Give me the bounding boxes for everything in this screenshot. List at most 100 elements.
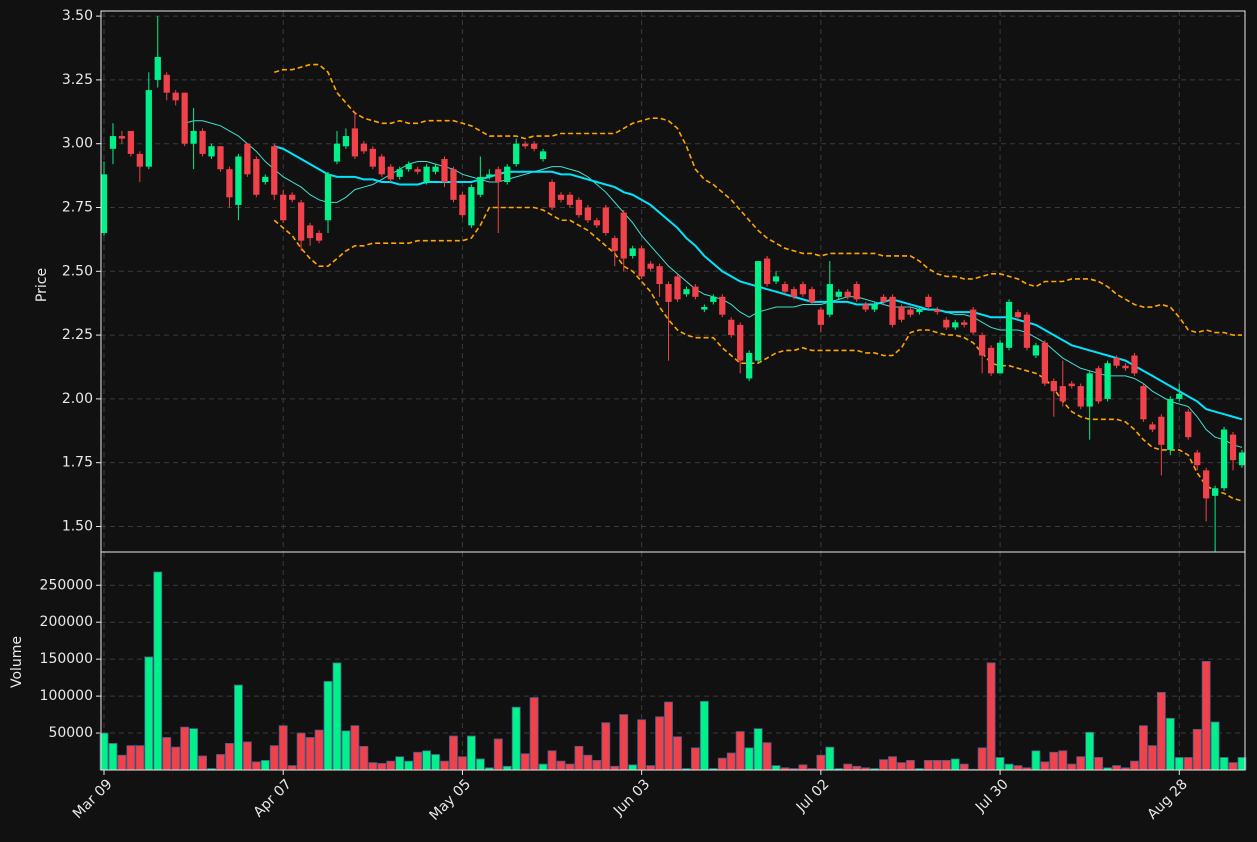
volume-bar xyxy=(1192,728,1202,771)
candle-body xyxy=(656,266,663,285)
candle-body xyxy=(387,166,394,180)
volume-bar xyxy=(440,760,449,771)
volume-bar xyxy=(520,753,530,771)
volume-bar xyxy=(449,735,458,771)
volume-bar xyxy=(1201,660,1211,771)
y-tick-label: 3.25 xyxy=(62,72,93,88)
volume-bar xyxy=(180,726,190,771)
volume-bar xyxy=(493,738,503,771)
volume-bar xyxy=(1013,765,1023,771)
y-tick-label: 2.75 xyxy=(62,199,93,215)
candle-body xyxy=(396,169,403,177)
candle-body xyxy=(647,263,654,269)
candle-body xyxy=(1014,312,1022,318)
volume-bar xyxy=(386,760,396,771)
candle-body xyxy=(235,156,242,205)
volume-bar xyxy=(1004,763,1014,771)
candle-body xyxy=(934,309,941,313)
candle-body xyxy=(746,352,753,379)
candle-body xyxy=(1086,373,1093,407)
volume-bar xyxy=(565,763,575,771)
y-tick-label: 150000 xyxy=(40,651,93,667)
volume-bar xyxy=(1049,751,1059,771)
candle-body xyxy=(754,261,762,361)
candle-body xyxy=(360,143,367,152)
volume-bar xyxy=(753,728,763,771)
volume-bar xyxy=(1147,745,1157,771)
volume-bar xyxy=(144,656,154,771)
candle-body xyxy=(1050,381,1057,392)
volume-bar xyxy=(897,762,906,771)
volume-bar xyxy=(260,759,270,771)
candle-body xyxy=(297,202,305,241)
candle-body xyxy=(333,143,341,162)
candle-body xyxy=(638,248,645,277)
volume-bar xyxy=(296,732,306,771)
candle-body xyxy=(979,335,986,356)
volume-bar xyxy=(314,729,324,771)
volume-bar xyxy=(511,706,521,771)
volume-bar xyxy=(1219,757,1229,771)
volume-bar xyxy=(1165,717,1175,771)
volume-bar xyxy=(852,765,862,771)
volume-bar xyxy=(771,765,781,771)
y-tick-label: 2.50 xyxy=(62,263,93,279)
volume-bar xyxy=(529,697,539,771)
candle-body xyxy=(987,347,995,374)
candle-body xyxy=(1238,452,1246,466)
candle-body xyxy=(737,324,744,361)
candle-body xyxy=(611,238,618,251)
volume-bar xyxy=(413,751,423,771)
volume-bar xyxy=(646,765,656,771)
candle-body xyxy=(1211,488,1219,496)
candle-body xyxy=(100,174,108,234)
volume-bar xyxy=(906,759,915,771)
volume-bar xyxy=(457,756,467,771)
candle-body xyxy=(1167,398,1174,450)
candle-body xyxy=(602,207,609,234)
candle-body xyxy=(871,304,878,310)
candle-body xyxy=(763,258,771,285)
candle-body xyxy=(575,199,583,216)
candle-body xyxy=(118,136,126,139)
candle-body xyxy=(1104,363,1111,399)
volume-bar xyxy=(941,759,951,771)
candle-body xyxy=(719,296,726,315)
volume-bar xyxy=(1031,750,1041,771)
volume-bar xyxy=(1076,756,1086,771)
y-axis-label: Volume xyxy=(9,636,25,688)
candle-body xyxy=(728,319,735,336)
volume-bar xyxy=(269,745,279,771)
volume-bar xyxy=(888,756,897,771)
volume-bar xyxy=(216,754,225,771)
candle-body xyxy=(683,289,690,295)
volume-bar xyxy=(323,680,333,771)
volume-bar xyxy=(1040,761,1050,771)
volume-bar xyxy=(1130,760,1139,771)
candle-body xyxy=(181,92,188,144)
candle-body xyxy=(1113,358,1120,366)
volume-bar xyxy=(135,745,145,771)
volume-bar xyxy=(628,764,638,771)
candle-body xyxy=(710,296,717,302)
volume-bar xyxy=(735,731,745,771)
y-tick-label: 200000 xyxy=(40,614,93,630)
candle-body xyxy=(593,220,600,226)
indicator-line xyxy=(274,63,1242,336)
candle-body xyxy=(1041,342,1049,384)
volume-bar xyxy=(932,759,942,771)
volume-bar xyxy=(422,750,432,771)
candle-body xyxy=(289,194,296,200)
candle-body xyxy=(441,159,448,182)
volume-bar xyxy=(153,571,163,771)
candle-body xyxy=(226,169,233,198)
candle-body xyxy=(1140,386,1147,420)
volume-bar xyxy=(225,742,234,771)
volume-bar xyxy=(1210,721,1220,771)
candle-body xyxy=(692,286,699,297)
y-tick-label: 3.50 xyxy=(62,8,93,24)
candle-body xyxy=(432,166,439,172)
volume-bar xyxy=(574,745,584,771)
volume-bar xyxy=(1112,765,1121,771)
